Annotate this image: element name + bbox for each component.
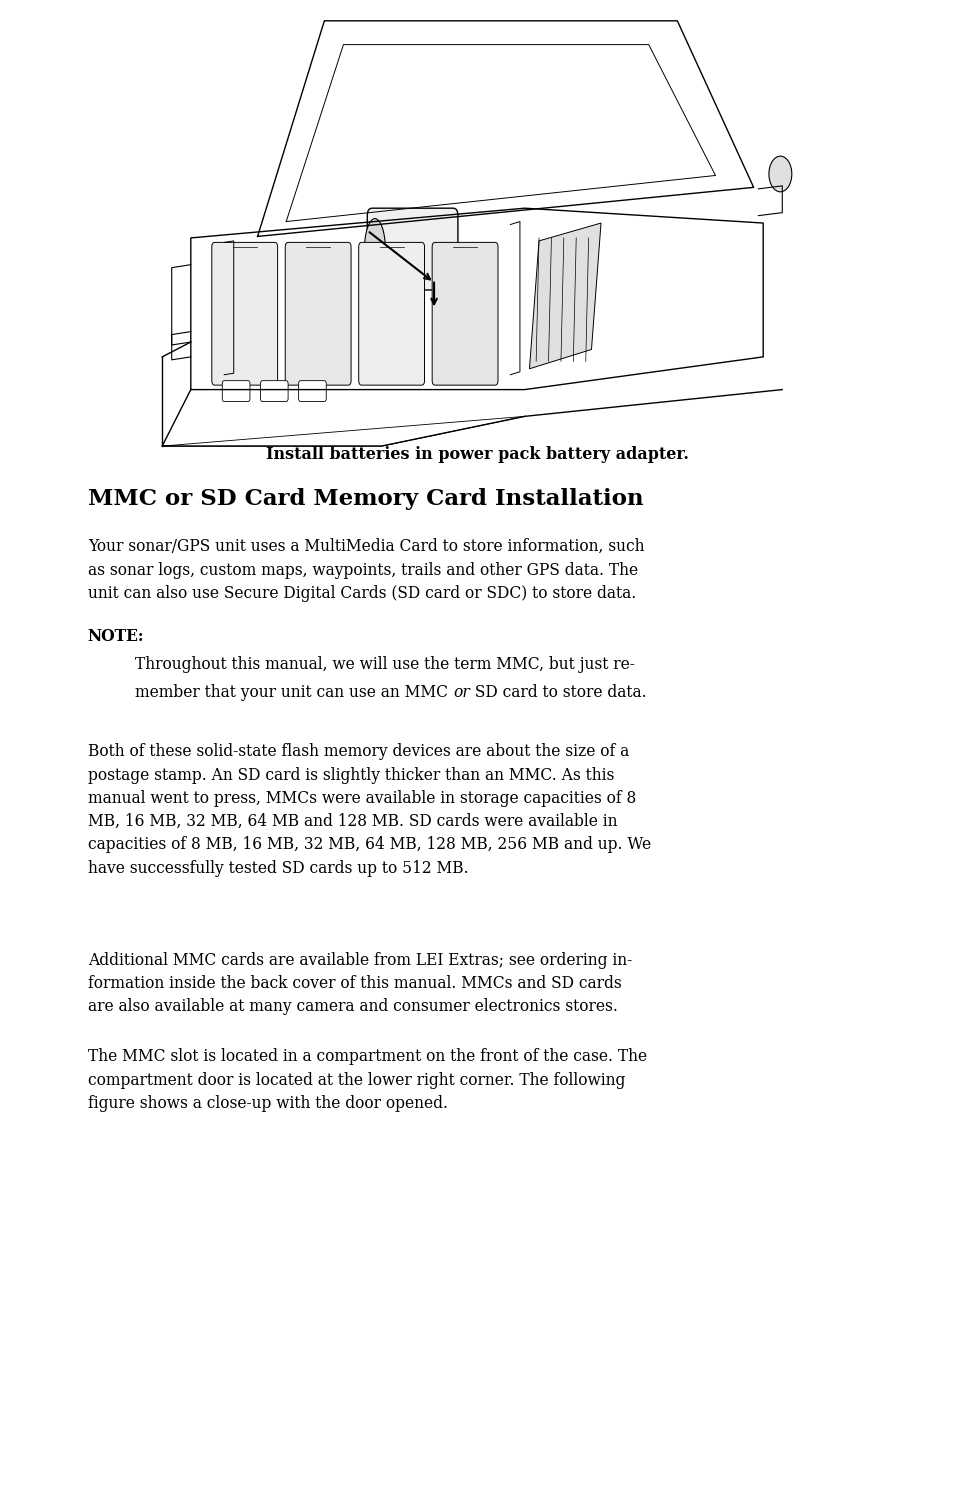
Text: Install batteries in power pack battery adapter.: Install batteries in power pack battery …: [265, 446, 688, 462]
Text: Both of these solid-state flash memory devices are about the size of a
postage s: Both of these solid-state flash memory d…: [88, 744, 650, 877]
Circle shape: [768, 156, 791, 192]
Text: NOTE:: NOTE:: [88, 628, 144, 644]
Text: MMC or SD Card Memory Card Installation: MMC or SD Card Memory Card Installation: [88, 488, 642, 510]
Ellipse shape: [364, 219, 385, 281]
FancyBboxPatch shape: [222, 381, 250, 401]
FancyBboxPatch shape: [367, 208, 457, 290]
FancyBboxPatch shape: [285, 242, 351, 385]
FancyBboxPatch shape: [212, 242, 277, 385]
Text: or: or: [453, 684, 470, 700]
Text: SD card to store data.: SD card to store data.: [470, 684, 646, 700]
FancyBboxPatch shape: [358, 242, 424, 385]
Text: member that your unit can use an MMC: member that your unit can use an MMC: [135, 684, 453, 700]
Text: Additional MMC cards are available from LEI Extras; see ordering in-
formation i: Additional MMC cards are available from …: [88, 952, 631, 1016]
FancyBboxPatch shape: [260, 381, 288, 401]
FancyBboxPatch shape: [432, 242, 497, 385]
FancyBboxPatch shape: [298, 381, 326, 401]
Text: Your sonar/GPS unit uses a MultiMedia Card to store information, such
as sonar l: Your sonar/GPS unit uses a MultiMedia Ca…: [88, 538, 643, 602]
Text: The MMC slot is located in a compartment on the front of the case. The
compartme: The MMC slot is located in a compartment…: [88, 1048, 646, 1112]
Text: Throughout this manual, we will use the term MMC, but just re-: Throughout this manual, we will use the …: [135, 656, 635, 672]
Polygon shape: [529, 223, 600, 369]
